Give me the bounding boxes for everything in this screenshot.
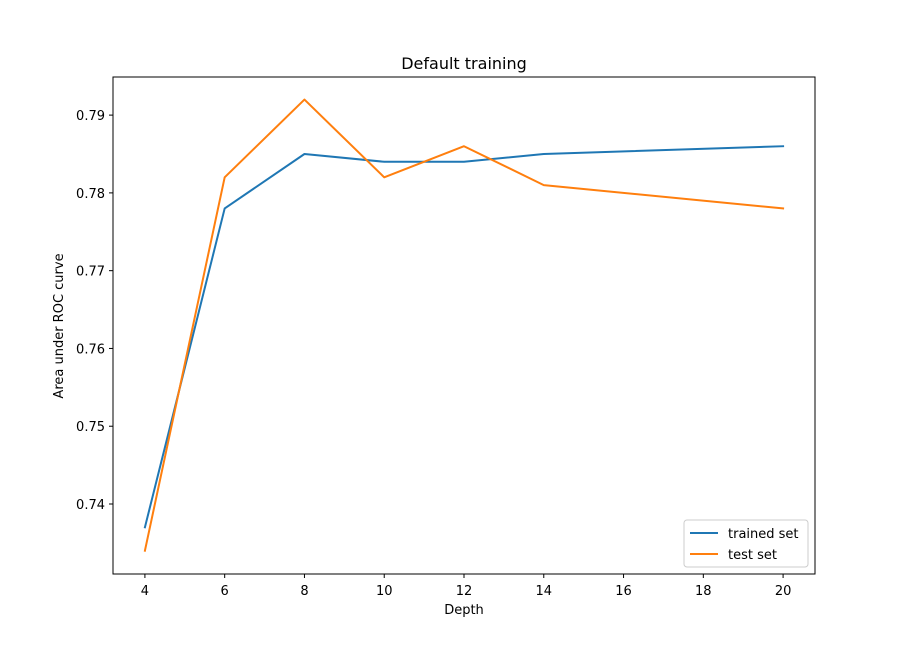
y-tick-label: 0.78 [76, 187, 105, 202]
chart-title: Default training [401, 54, 527, 73]
x-tick-label: 10 [376, 584, 393, 599]
y-tick-label: 0.77 [76, 265, 105, 280]
x-tick-label: 4 [141, 584, 149, 599]
series-0 [143, 145, 785, 529]
y-tick-label: 0.74 [76, 498, 105, 513]
series-1 [143, 98, 785, 552]
legend-box [683, 519, 809, 568]
plot-area: 4 6 8 10 12 14 16 18 20 0.74 0.75 0.76 0.77 0.78 0.79 [76, 76, 816, 599]
x-tick-label: 20 [775, 584, 792, 599]
y-tick-label: 0.76 [76, 342, 105, 357]
x-tick-label: 18 [695, 584, 712, 599]
x-tick-label: 12 [456, 584, 473, 599]
x-tick-label: 6 [221, 584, 229, 599]
y-tick-label: 0.79 [76, 109, 105, 124]
y-tick-label: 0.75 [76, 420, 105, 435]
legend: trained set test set [683, 519, 809, 568]
x-tick-label: 16 [615, 584, 632, 599]
series-line-1 [143, 98, 785, 552]
x-axis-label: Depth [444, 603, 484, 618]
legend-label: test set [728, 548, 777, 563]
y-axis-label: Area under ROC curve [52, 253, 67, 398]
legend-label: trained set [728, 527, 799, 542]
x-tick-label: 14 [535, 584, 552, 599]
x-tick-label: 8 [300, 584, 308, 599]
series-line-0 [143, 145, 785, 529]
